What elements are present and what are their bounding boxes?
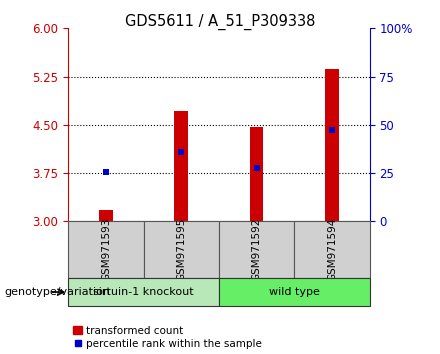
Bar [325, 69, 339, 221]
Bar [250, 127, 264, 221]
Text: GSM971594: GSM971594 [327, 218, 337, 281]
Text: GSM971595: GSM971595 [176, 218, 186, 281]
Legend: transformed count, percentile rank within the sample: transformed count, percentile rank withi… [73, 326, 262, 349]
Text: genotype/variation: genotype/variation [4, 287, 110, 297]
Text: GDS5611 / A_51_P309338: GDS5611 / A_51_P309338 [125, 14, 315, 30]
Bar [68, 221, 143, 278]
Bar [143, 221, 219, 278]
Text: wild type: wild type [269, 287, 320, 297]
Bar [99, 210, 113, 221]
Text: GSM971592: GSM971592 [252, 218, 261, 281]
Text: GSM971593: GSM971593 [101, 218, 111, 281]
Text: sirtuin-1 knockout: sirtuin-1 knockout [93, 287, 194, 297]
Bar [219, 278, 370, 306]
Bar [68, 278, 219, 306]
Bar [294, 221, 370, 278]
Bar [219, 221, 294, 278]
Bar [174, 111, 188, 221]
